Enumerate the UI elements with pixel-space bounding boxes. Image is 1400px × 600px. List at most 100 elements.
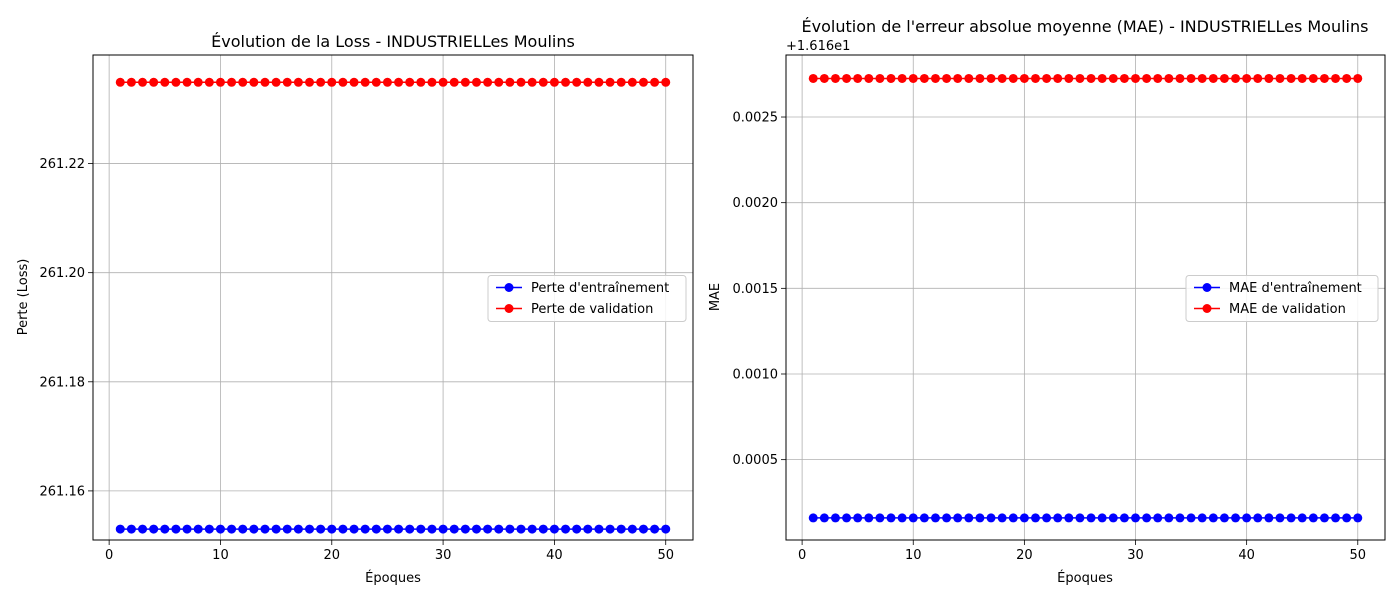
data-point	[1186, 513, 1196, 523]
y-tick-label: 0.0005	[733, 453, 779, 468]
series-markers	[808, 73, 1363, 523]
data-point	[1319, 73, 1329, 83]
data-point	[1342, 513, 1352, 523]
data-point	[942, 513, 952, 523]
data-point	[494, 524, 504, 534]
data-point	[305, 524, 315, 534]
data-point	[1219, 73, 1229, 83]
x-tick-label: 20	[1016, 548, 1033, 563]
data-point	[1264, 73, 1274, 83]
data-point	[327, 77, 337, 87]
data-point	[282, 524, 292, 534]
data-point	[338, 524, 348, 534]
data-point	[1275, 73, 1285, 83]
legend-marker	[1202, 283, 1212, 292]
legend-label: MAE d'entraînement	[1229, 281, 1362, 296]
legend-box	[487, 275, 687, 322]
data-point	[1108, 513, 1118, 523]
data-point	[382, 77, 392, 87]
x-tick-label: 40	[546, 548, 563, 563]
data-point	[1342, 73, 1352, 83]
x-tick-label: 20	[324, 548, 341, 563]
data-point	[1219, 513, 1229, 523]
chart-title: Évolution de l'erreur absolue moyenne (M…	[802, 17, 1369, 36]
data-point	[1030, 513, 1040, 523]
data-point	[238, 77, 248, 87]
data-point	[182, 524, 192, 534]
data-point	[271, 524, 281, 534]
data-point	[1286, 513, 1296, 523]
x-axis-label: Époques	[1057, 570, 1113, 586]
data-point	[227, 524, 237, 534]
y-axis-label: Perte (Loss)	[16, 259, 31, 336]
data-point	[808, 73, 818, 83]
data-point	[460, 77, 470, 87]
data-point	[427, 77, 437, 87]
data-point	[1097, 73, 1107, 83]
y-axis-label: MAE	[708, 283, 723, 311]
y-tick-label: 261.22	[40, 157, 86, 172]
data-point	[405, 77, 415, 87]
data-point	[282, 77, 292, 87]
data-point	[271, 77, 281, 87]
x-tick-label: 10	[905, 548, 922, 563]
data-point	[1097, 513, 1107, 523]
data-point	[460, 524, 470, 534]
data-point	[616, 524, 626, 534]
data-point	[572, 77, 582, 87]
data-point	[583, 524, 593, 534]
data-point	[305, 77, 315, 87]
data-point	[293, 77, 303, 87]
data-point	[942, 73, 952, 83]
data-point	[115, 524, 125, 534]
data-point	[875, 73, 885, 83]
data-point	[1119, 513, 1129, 523]
data-point	[605, 524, 615, 534]
data-point	[204, 77, 214, 87]
data-point	[1353, 513, 1363, 523]
data-point	[316, 524, 326, 534]
data-point	[638, 524, 648, 534]
data-point	[416, 524, 426, 534]
x-axis-label: Époques	[365, 570, 421, 586]
data-point	[886, 73, 896, 83]
data-point	[149, 524, 159, 534]
data-point	[193, 524, 203, 534]
data-point	[1231, 513, 1241, 523]
legend: MAE d'entraînement MAE de validation	[1185, 275, 1379, 322]
data-point	[1186, 73, 1196, 83]
data-point	[471, 524, 481, 534]
data-point	[1064, 513, 1074, 523]
data-point	[1208, 513, 1218, 523]
data-point	[126, 77, 136, 87]
x-tick-label: 50	[1349, 548, 1366, 563]
data-point	[864, 73, 874, 83]
data-point	[1208, 73, 1218, 83]
data-point	[382, 524, 392, 534]
data-point	[360, 77, 370, 87]
y-tick-label: 0.0010	[733, 367, 779, 382]
data-point	[638, 77, 648, 87]
x-tick-label: 0	[798, 548, 806, 563]
data-point	[1086, 73, 1096, 83]
plot-frame	[92, 54, 694, 541]
data-point	[1275, 513, 1285, 523]
data-point	[138, 524, 148, 534]
data-point	[1286, 73, 1296, 83]
data-point	[160, 77, 170, 87]
data-point	[1108, 73, 1118, 83]
data-point	[583, 77, 593, 87]
y-tick-label: 261.20	[40, 266, 86, 281]
data-point	[919, 513, 929, 523]
data-point	[394, 77, 404, 87]
data-point	[316, 77, 326, 87]
data-point	[349, 524, 359, 534]
data-point	[853, 513, 863, 523]
data-point	[1331, 513, 1341, 523]
data-point	[975, 73, 985, 83]
y-tick-label: 0.0025	[733, 111, 779, 126]
y-tick-label: 261.18	[40, 375, 86, 390]
legend-label: Perte d'entraînement	[531, 281, 669, 296]
data-point	[549, 77, 559, 87]
